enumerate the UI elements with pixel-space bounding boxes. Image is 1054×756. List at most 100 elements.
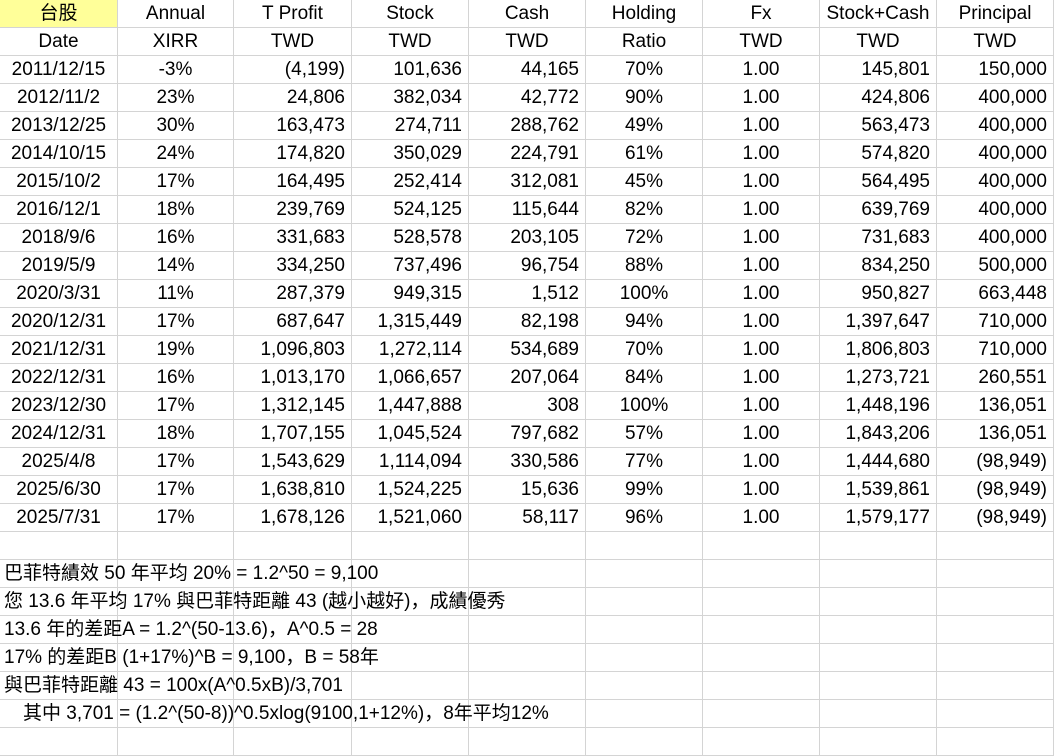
cell-stockcash[interactable]: 1,273,721	[820, 364, 937, 392]
empty-cell[interactable]	[352, 700, 469, 728]
cell-fx[interactable]: 1.00	[703, 168, 820, 196]
cell-xirr[interactable]: 24%	[118, 140, 234, 168]
cell-date[interactable]: 2019/5/9	[0, 252, 118, 280]
cell-profit[interactable]: 1,638,810	[234, 476, 352, 504]
cell-fx[interactable]: 1.00	[703, 140, 820, 168]
empty-cell[interactable]	[937, 700, 1054, 728]
empty-cell[interactable]	[469, 672, 586, 700]
cell-date[interactable]: 2020/12/31	[0, 308, 118, 336]
empty-cell[interactable]	[118, 728, 234, 756]
cell-stock[interactable]: 1,272,114	[352, 336, 469, 364]
empty-cell[interactable]	[234, 700, 352, 728]
header-principal[interactable]: TWD	[937, 28, 1054, 56]
empty-cell[interactable]	[0, 700, 118, 728]
empty-cell[interactable]	[352, 644, 469, 672]
cell-principal[interactable]: 150,000	[937, 56, 1054, 84]
cell-xirr[interactable]: 17%	[118, 168, 234, 196]
cell-profit[interactable]: 687,647	[234, 308, 352, 336]
cell-holding[interactable]: 82%	[586, 196, 703, 224]
cell-cash[interactable]: 288,762	[469, 112, 586, 140]
cell-principal[interactable]: 400,000	[937, 168, 1054, 196]
cell-principal[interactable]: 710,000	[937, 308, 1054, 336]
cell-profit[interactable]: 334,250	[234, 252, 352, 280]
cell-stockcash[interactable]: 1,806,803	[820, 336, 937, 364]
cell-cash[interactable]: 224,791	[469, 140, 586, 168]
cell-principal[interactable]: 400,000	[937, 140, 1054, 168]
cell-profit[interactable]: 1,096,803	[234, 336, 352, 364]
cell-xirr[interactable]: 18%	[118, 420, 234, 448]
empty-cell[interactable]	[234, 672, 352, 700]
cell-principal[interactable]: 260,551	[937, 364, 1054, 392]
cell-xirr[interactable]: 30%	[118, 112, 234, 140]
cell-fx[interactable]: 1.00	[703, 112, 820, 140]
cell-date[interactable]: 2014/10/15	[0, 140, 118, 168]
cell-xirr[interactable]: 23%	[118, 84, 234, 112]
cell-cash[interactable]: 207,064	[469, 364, 586, 392]
cell-profit[interactable]: 163,473	[234, 112, 352, 140]
cell-date[interactable]: 2015/10/2	[0, 168, 118, 196]
cell-holding[interactable]: 70%	[586, 336, 703, 364]
cell-xirr[interactable]: 19%	[118, 336, 234, 364]
header-profit[interactable]: TWD	[234, 28, 352, 56]
cell-stock[interactable]: 528,578	[352, 224, 469, 252]
note-line[interactable]: 17% 的差距B (1+17%)^B = 9,100，B = 58年	[4, 647, 379, 668]
cell-fx[interactable]: 1.00	[703, 308, 820, 336]
cell-principal[interactable]: 400,000	[937, 84, 1054, 112]
cell-profit[interactable]: 1,678,126	[234, 504, 352, 532]
cell-xirr[interactable]: 14%	[118, 252, 234, 280]
cell-stock[interactable]: 1,315,449	[352, 308, 469, 336]
cell-principal[interactable]: 136,051	[937, 392, 1054, 420]
cell-fx[interactable]: 1.00	[703, 56, 820, 84]
cell-xirr[interactable]: 18%	[118, 196, 234, 224]
empty-cell[interactable]	[937, 644, 1054, 672]
header-stockcash[interactable]: Stock+Cash	[820, 0, 937, 28]
header-principal[interactable]: Principal	[937, 0, 1054, 28]
cell-fx[interactable]: 1.00	[703, 336, 820, 364]
cell-profit[interactable]: 164,495	[234, 168, 352, 196]
cell-date[interactable]: 2025/6/30	[0, 476, 118, 504]
empty-cell[interactable]	[703, 588, 820, 616]
cell-stockcash[interactable]: 1,397,647	[820, 308, 937, 336]
empty-cell[interactable]	[0, 672, 118, 700]
empty-cell[interactable]	[352, 728, 469, 756]
cell-xirr[interactable]: -3%	[118, 56, 234, 84]
cell-xirr[interactable]: 17%	[118, 504, 234, 532]
cell-date[interactable]: 2012/11/2	[0, 84, 118, 112]
empty-cell[interactable]	[703, 560, 820, 588]
empty-cell[interactable]	[586, 728, 703, 756]
cell-cash[interactable]: 1,512	[469, 280, 586, 308]
cell-stockcash[interactable]: 1,579,177	[820, 504, 937, 532]
cell-stock[interactable]: 252,414	[352, 168, 469, 196]
empty-cell[interactable]	[234, 644, 352, 672]
cell-date[interactable]: 2021/12/31	[0, 336, 118, 364]
empty-cell[interactable]	[586, 616, 703, 644]
cell-date[interactable]: 2011/12/15	[0, 56, 118, 84]
empty-cell[interactable]	[820, 728, 937, 756]
cell-holding[interactable]: 84%	[586, 364, 703, 392]
empty-cell[interactable]	[820, 560, 937, 588]
empty-cell[interactable]	[703, 644, 820, 672]
cell-profit[interactable]: 1,013,170	[234, 364, 352, 392]
cell-cash[interactable]: 82,198	[469, 308, 586, 336]
empty-cell[interactable]	[118, 560, 234, 588]
empty-cell[interactable]	[0, 560, 118, 588]
cell-date[interactable]: 2023/12/30	[0, 392, 118, 420]
cell-profit[interactable]: 331,683	[234, 224, 352, 252]
cell-cash[interactable]: 58,117	[469, 504, 586, 532]
empty-cell[interactable]	[586, 560, 703, 588]
cell-principal[interactable]: (98,949)	[937, 448, 1054, 476]
cell-holding[interactable]: 70%	[586, 56, 703, 84]
empty-cell[interactable]	[937, 532, 1054, 560]
cell-xirr[interactable]: 17%	[118, 392, 234, 420]
empty-cell[interactable]	[352, 616, 469, 644]
cell-stock[interactable]: 949,315	[352, 280, 469, 308]
header-profit[interactable]: T Profit	[234, 0, 352, 28]
cell-stock[interactable]: 382,034	[352, 84, 469, 112]
cell-stockcash[interactable]: 731,683	[820, 224, 937, 252]
empty-cell[interactable]	[352, 532, 469, 560]
cell-stock[interactable]: 1,524,225	[352, 476, 469, 504]
header-date[interactable]: Date	[0, 28, 118, 56]
empty-cell[interactable]	[703, 616, 820, 644]
cell-stock[interactable]: 524,125	[352, 196, 469, 224]
cell-xirr[interactable]: 17%	[118, 448, 234, 476]
